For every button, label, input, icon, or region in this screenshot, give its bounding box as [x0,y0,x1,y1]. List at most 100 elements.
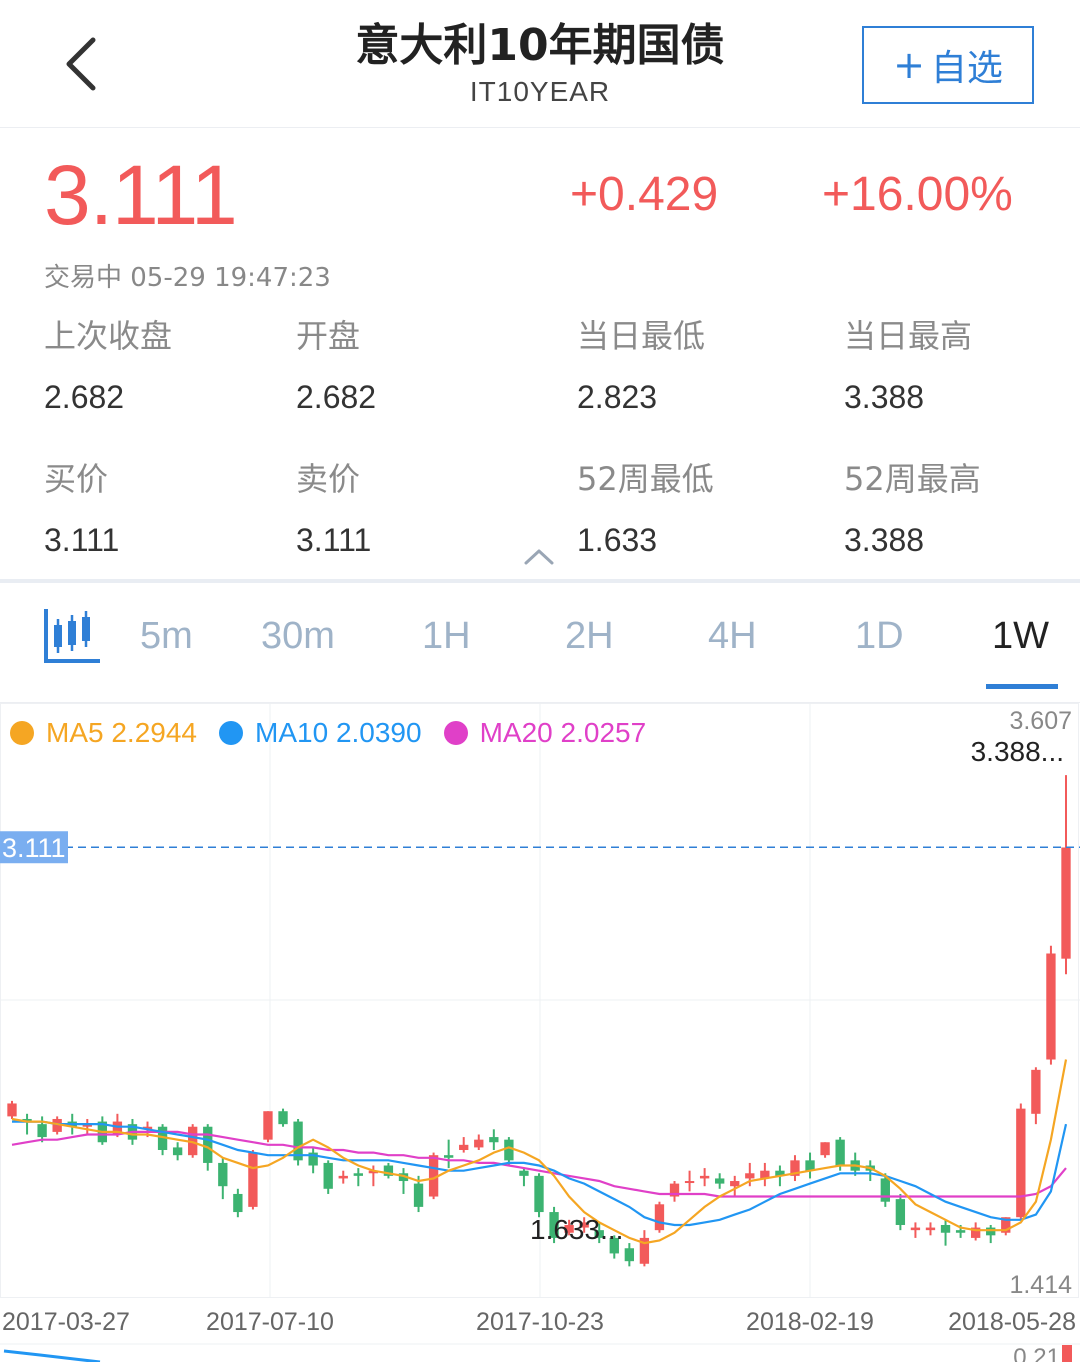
section-divider [0,579,1080,583]
tab-4h[interactable]: 4H [708,615,757,657]
candle-body [7,1103,17,1117]
x-axis-tick-label: 2017-10-23 [476,1308,604,1336]
candlestick-chart: 3.111 3.607 1.414 3.388... 1.633... 2017-03-2… [0,703,1080,1362]
ma-legend: MA5 2.2944 MA10 2.0390 MA20 2.0257 [10,717,646,749]
y-axis-max-label: 3.607 [1009,707,1072,735]
candle-body [775,1170,785,1176]
candle-body [233,1193,243,1213]
candle-body [940,1224,951,1233]
tab-5m[interactable]: 5m [140,615,193,657]
candle-body [790,1160,800,1176]
legend-dot [443,721,468,745]
quote-panel: 3.111 +0.429 +16.00% 交易中 05-29 19:47:23 … [0,129,1080,579]
candle-body [443,1155,454,1158]
candle-body [368,1170,379,1174]
stat-label: 开盘 [296,317,361,355]
price-change-percent: +16.00% [822,168,1013,221]
ma20-line [11,1130,1067,1198]
candle-body [760,1170,770,1179]
stat-day-high: 当日最高 3.388 [844,311,972,416]
current-price-tag [0,831,68,864]
y-axis-min-label: 1.414 [1009,1271,1072,1299]
lower-panel-line [3,1349,101,1362]
candle-body [52,1118,62,1132]
x-axis-tick-label: 2018-02-19 [746,1308,874,1336]
candle-body [684,1181,695,1184]
candle-body [1046,953,1056,1060]
candle-body [22,1118,32,1122]
ma5-line [11,1059,1068,1245]
chevron-up-icon[interactable] [524,547,554,567]
stat-open: 开盘 2.682 [296,311,376,416]
candle-body [278,1111,288,1125]
candle-body [986,1227,996,1236]
tab-1d[interactable]: 1D [855,615,904,657]
stat-bid: 买价 3.111 [44,454,119,559]
tab-30m[interactable]: 30m [261,615,335,657]
tab-1h[interactable]: 1H [422,615,471,657]
active-tab-indicator [986,684,1058,689]
candle-body [639,1237,650,1264]
legend-ma20-name: MA20 [479,717,553,748]
legend-ma5-value: 2.2944 [111,717,197,748]
low-marker-label: 1.633... [530,1214,623,1245]
stat-value: 2.823 [577,379,658,415]
stat-label: 当日最高 [844,317,973,355]
candle-body [1016,1108,1026,1218]
legend-ma20: MA20 2.0257 [443,717,646,749]
candle-body [413,1183,424,1207]
candlestick-icon[interactable] [42,607,102,667]
stat-value: 2.682 [44,379,125,415]
candle-body [654,1204,665,1231]
interval-tabs: 5m 30m 1H 2H 4H 1D 1W [0,583,1080,703]
candle-body [895,1199,906,1225]
add-to-watchlist-button[interactable]: + 自选 [862,26,1034,104]
candle-body [609,1237,619,1254]
candle-body [925,1227,936,1231]
stat-label: 买价 [44,460,109,498]
stat-label: 上次收盘 [44,317,173,355]
candle-body [353,1173,363,1176]
page-title: 意大利10年期国债 [355,20,725,71]
legend-ma10-name: MA10 [255,717,329,748]
symbol-code: IT10YEAR [469,76,611,107]
current-price-label: 3.111 [2,833,66,863]
back-button[interactable] [50,26,110,102]
price-chart[interactable]: 3.111 3.607 1.414 3.388... 1.633... 2017-03-2… [0,703,1080,1362]
candle-body [730,1181,740,1187]
top-bar: 意大利10年期国债 IT10YEAR + 自选 [0,0,1080,128]
candle-body [188,1126,198,1156]
candle-body [970,1227,981,1238]
candle-body [805,1160,815,1171]
x-axis-tick-label: 2017-03-27 [2,1308,130,1336]
lower-panel-max-label: 0.21 [1013,1344,1060,1362]
candle-body [398,1173,409,1182]
lower-panel-bar [1062,1345,1072,1362]
candle-body [82,1124,92,1127]
stat-value: 2.682 [296,379,377,415]
candle-body [579,1222,589,1228]
title-block: 意大利10年期国债 IT10YEAR [240,18,840,108]
tab-2h[interactable]: 2H [565,615,614,657]
stat-52w-high: 52周最高 3.388 [844,454,981,559]
tab-1w[interactable]: 1W [992,615,1049,657]
stat-day-low: 当日最低 2.823 [577,311,705,416]
candle-body [564,1224,574,1233]
watchlist-label: 自选 [930,48,1003,89]
stat-value: 3.388 [844,379,925,415]
stat-value: 3.111 [296,522,372,558]
stat-label: 卖价 [296,460,361,498]
x-axis-tick-label: 2017-07-10 [206,1308,334,1336]
price-change: +0.429 [570,168,719,221]
stat-value: 3.111 [44,522,120,558]
stat-52w-low: 52周最低 1.633 [577,454,714,559]
candle-body [1001,1217,1011,1233]
candle-body [428,1155,439,1197]
legend-ma10: MA10 2.0390 [219,717,422,749]
stat-label: 当日最低 [577,317,706,355]
chevron-left-icon [66,37,96,91]
last-price: 3.111 [44,148,238,242]
candle-body [955,1230,966,1233]
candle-body [1031,1069,1041,1114]
candle-body [157,1126,168,1151]
